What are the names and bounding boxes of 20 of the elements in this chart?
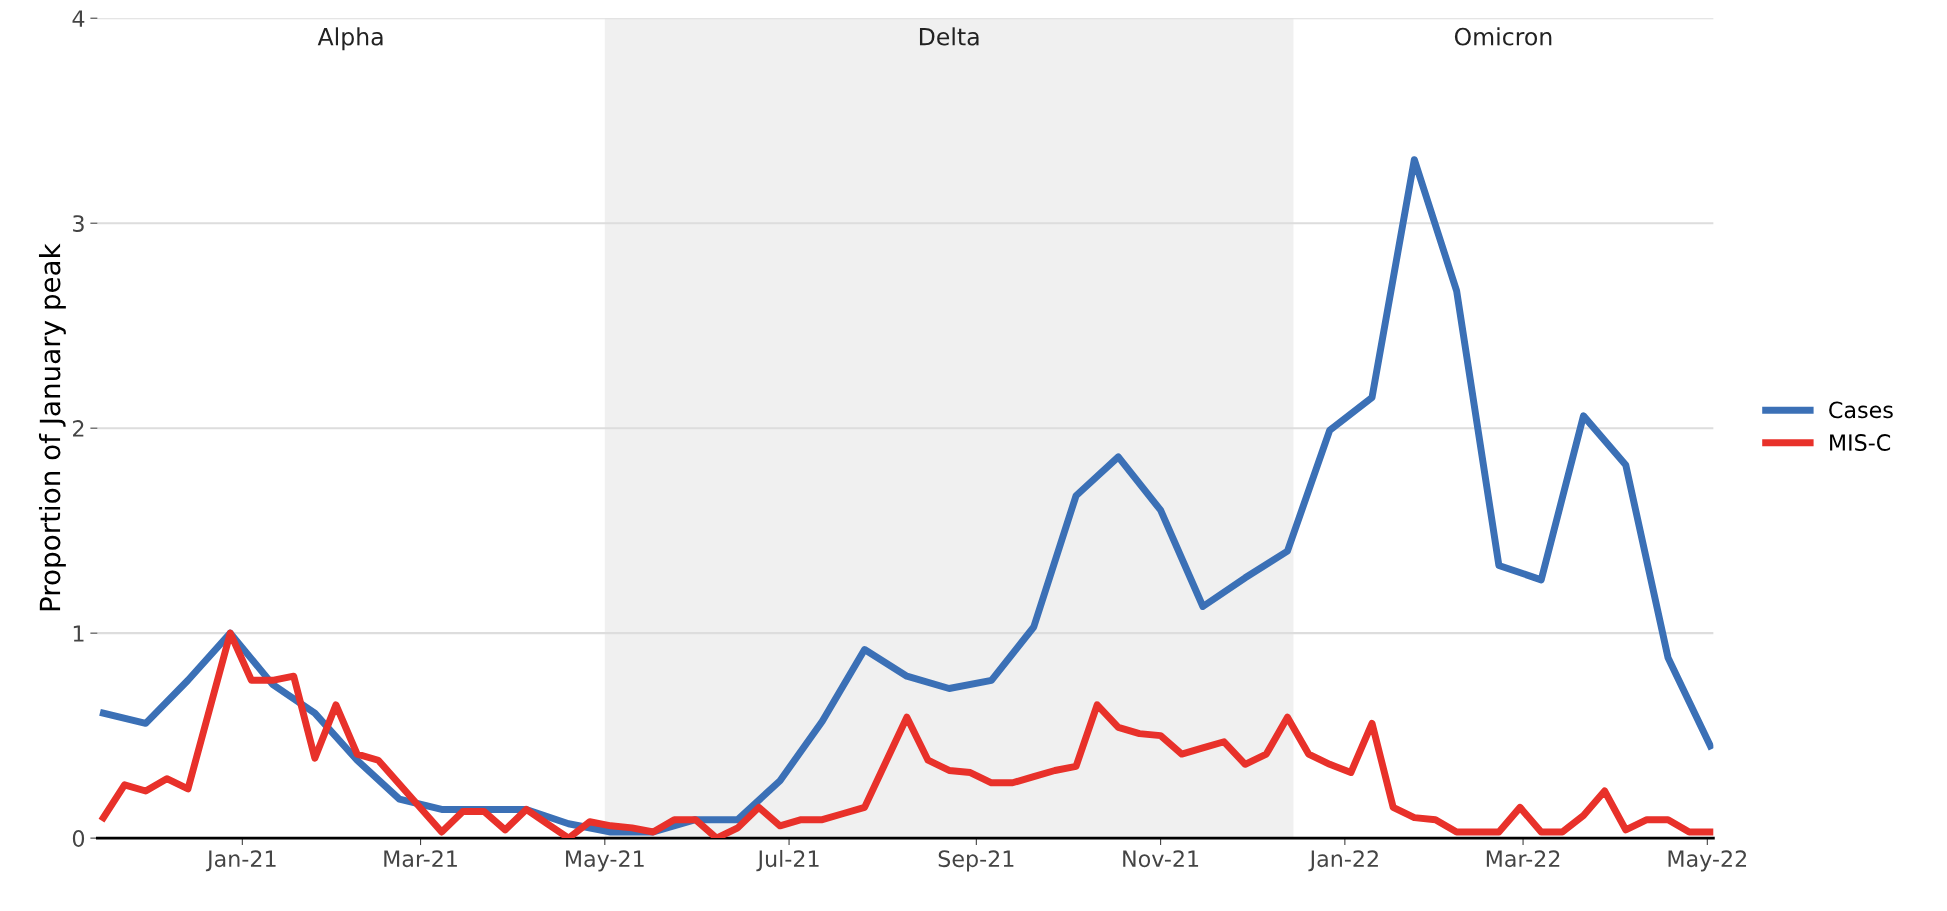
y-tick-label: 4 bbox=[72, 10, 85, 27]
legend-label: Cases bbox=[1829, 401, 1893, 419]
y-tick-label: 1 bbox=[73, 625, 84, 642]
x-tick-label: May-21 bbox=[566, 850, 644, 872]
y-tick-label: 0 bbox=[72, 830, 85, 847]
x-tick-label: Jan-21 bbox=[205, 850, 276, 872]
y-tick-label: 2 bbox=[73, 420, 84, 437]
annotation: Alpha bbox=[317, 27, 383, 51]
x-tick-label: Mar-21 bbox=[384, 850, 457, 868]
annotation: Omicron bbox=[1454, 27, 1552, 46]
y-axis-title: Proportion of January peak bbox=[38, 243, 66, 611]
legend-label: MIS-C bbox=[1830, 434, 1891, 451]
x-tick-label: Mar-22 bbox=[1486, 850, 1560, 868]
x-tick-label: May-22 bbox=[1668, 850, 1747, 872]
x-tick-label: Jan-22 bbox=[1308, 850, 1378, 872]
y-tick-label: 3 bbox=[73, 215, 84, 232]
x-tick-label: Jul-21 bbox=[756, 849, 819, 872]
x-tick-label: Nov-21 bbox=[1123, 850, 1199, 868]
x-tick-label: Sep-21 bbox=[938, 850, 1014, 872]
band-label: Delta bbox=[919, 27, 979, 46]
